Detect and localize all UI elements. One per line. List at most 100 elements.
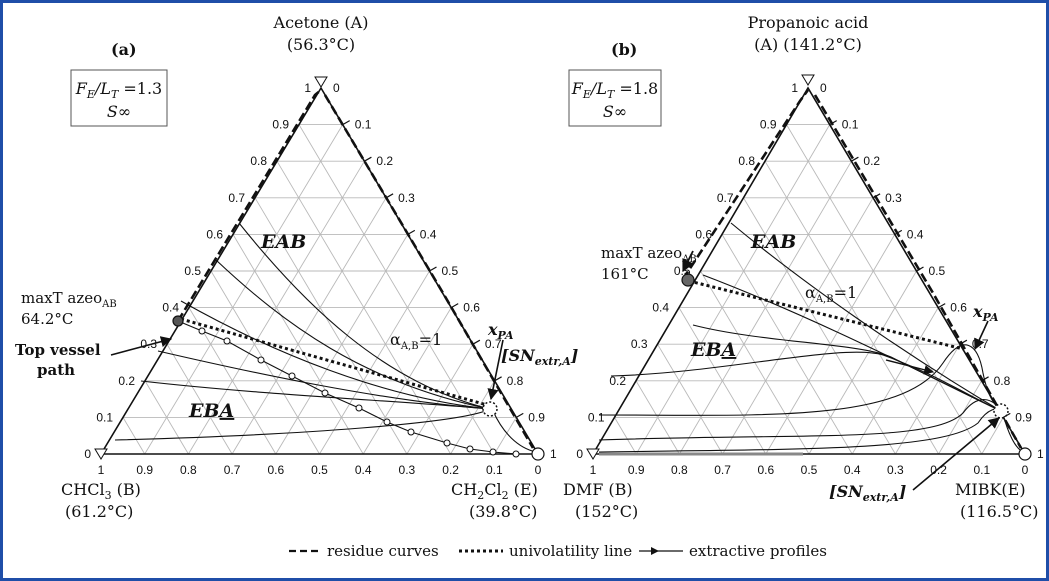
panel-b-azeo-arrow [682, 250, 694, 273]
panel-a-residue-curve-left [176, 89, 322, 322]
vessel-path-marker [383, 418, 391, 426]
left-tick-label: 0.2 [118, 374, 135, 388]
right-tick-label: 0.6 [463, 301, 480, 315]
left-tick-label: 0.6 [206, 227, 223, 241]
panel-a-top-vessel-label-2: path [37, 361, 75, 379]
bottom-tick-label: 0.8 [180, 463, 197, 477]
right-tick-label: 0.5 [442, 264, 459, 278]
panel-b-top-vertex-name: Propanoic acid [748, 13, 869, 32]
panel-a-A-vertex-marker [314, 76, 328, 88]
panel-b-alpha: αA,B=1 [805, 283, 857, 305]
legend-extractive-arrowhead [651, 547, 659, 555]
right-tick-label: 0.5 [929, 264, 946, 278]
right-tick-mark [981, 376, 989, 382]
right-tick-label: 0 [820, 81, 827, 95]
legend-univolatility-label: univolatility line [509, 542, 632, 560]
vessel-path-marker [443, 439, 451, 447]
panel-a-vessel-markers [198, 327, 520, 458]
right-tick-label: 0.9 [1015, 410, 1032, 424]
right-tick-label: 0.4 [420, 227, 437, 241]
vessel-path-marker [489, 448, 497, 456]
panel-b-sn-label: [SNextr,A] [829, 482, 906, 504]
bottom-tick-label: 0.9 [628, 463, 645, 477]
right-tick-label: 0.7 [485, 337, 502, 351]
panel-a-ratio: FE/LT =1.3 [75, 79, 162, 101]
panel-a-sn-label: [SNextr,A] [501, 346, 578, 368]
vessel-path-marker [223, 337, 231, 345]
bottom-tick-label: 0 [535, 463, 542, 477]
panel-a-region-upper: EAB [260, 231, 306, 253]
panel-a-right-vertex-name: CH2Cl2 (E) [451, 480, 538, 502]
left-tick-label: 0.9 [272, 118, 289, 132]
panel-b-profile-arrow [885, 359, 934, 375]
bottom-tick-label: 0.4 [844, 463, 861, 477]
right-tick-mark [851, 156, 859, 162]
left-tick-label: 0.2 [609, 374, 626, 388]
right-tick-mark [872, 193, 881, 199]
panel-b-right-vertex-temp: (116.5°C) [960, 502, 1039, 521]
bottom-tick-label: 0.1 [486, 463, 503, 477]
panel-a-top-vessel-label: Top vessel [15, 341, 101, 359]
vessel-path-marker [288, 372, 296, 380]
panel-a-xpa-arrow [487, 339, 504, 401]
panel-a-azeo-temp: 64.2°C [21, 310, 73, 328]
right-tick-label: 0.4 [907, 227, 924, 241]
panel-b-azeo-label: maxT azeoAB [601, 244, 697, 265]
right-tick-mark [894, 229, 903, 235]
panel-a-extractive-profiles [114, 222, 537, 453]
panel-a-stable-node [482, 401, 498, 417]
panel-b-top-vertex-temp: (A) (141.2°C) [754, 35, 862, 54]
left-tick-label: 0.3 [140, 337, 157, 351]
panel-b-region-upper: EAB [750, 231, 796, 253]
right-tick-label: 0.7 [972, 337, 989, 351]
panel-b-text: (b) Propanoic acid (A) (141.2°C) FE/LT =… [563, 13, 1039, 521]
vessel-path-marker [321, 389, 329, 397]
vessel-path-marker [407, 428, 415, 436]
panel-b-azeo-temp: 161°C [601, 265, 649, 283]
panel-b-B-vertex-marker [586, 448, 600, 460]
right-tick-mark [494, 376, 502, 382]
right-tick-label: 0.9 [528, 410, 545, 424]
right-tick-label: 0.3 [885, 191, 902, 205]
left-tick-label: 1 [304, 81, 311, 95]
right-tick-mark [937, 303, 946, 309]
left-tick-label: 0.4 [162, 301, 179, 315]
panel-a-azeotrope-point [172, 315, 184, 327]
panel-a-top-vertex-temp: (56.3°C) [287, 35, 355, 54]
right-tick-label: 0.1 [842, 118, 859, 132]
bottom-tick-label: 0.7 [224, 463, 241, 477]
panel-a-left-vertex-name: CHCl3 (B) [61, 480, 141, 502]
bottom-tick-label: 0.9 [136, 463, 153, 477]
bottom-tick-label: 0.1 [973, 463, 990, 477]
bottom-tick-label: 0.4 [355, 463, 372, 477]
panel-b-stable-node [993, 403, 1009, 419]
panel-a-E-vertex-marker [531, 447, 545, 461]
panel-a-tick-labels: 1 0.9 0.8 0.7 0.6 0.5 0.4 0.3 0.2 0.1 0 0 0.1 0.2 0.3 0… [84, 81, 557, 477]
bottom-tick-label: 0.5 [801, 463, 818, 477]
bottom-tick-label: 0.6 [757, 463, 774, 477]
left-tick-label: 0.5 [674, 264, 691, 278]
panel-b-label: (b) [611, 40, 637, 59]
right-tick-mark [450, 303, 459, 309]
panel-b-univolatility-line [688, 279, 964, 351]
panel-b-right-vertex-name: MIBK(E) [955, 480, 1026, 499]
bottom-tick-label: 0.7 [714, 463, 731, 477]
panel-b-sn-arrow [912, 417, 1000, 491]
bottom-tick-label: 0.3 [399, 463, 416, 477]
right-tick-mark [829, 120, 837, 126]
right-tick-label: 1 [550, 447, 557, 461]
right-tick-label: 0 [333, 81, 340, 95]
panel-b-xpa-arrow [974, 320, 989, 351]
ternary-diagrams: (a) Acetone (A) (56.3°C) FE/LT =1.3 S∞ m… [15, 13, 1044, 560]
panel-a-azeo-label: maxT azeoAB [21, 289, 117, 310]
right-tick-mark [364, 156, 372, 162]
panel-b-E-vertex-marker [1018, 447, 1032, 461]
panel-a [94, 76, 545, 461]
left-tick-label: 0 [576, 447, 583, 461]
panel-b-ratio: FE/LT =1.8 [571, 79, 658, 101]
right-tick-label: 0.1 [355, 118, 372, 132]
panel-b-reflux: S∞ [603, 102, 627, 121]
bottom-tick-label: 0 [1022, 463, 1029, 477]
panel-a-alpha: αA,B=1 [390, 330, 442, 352]
